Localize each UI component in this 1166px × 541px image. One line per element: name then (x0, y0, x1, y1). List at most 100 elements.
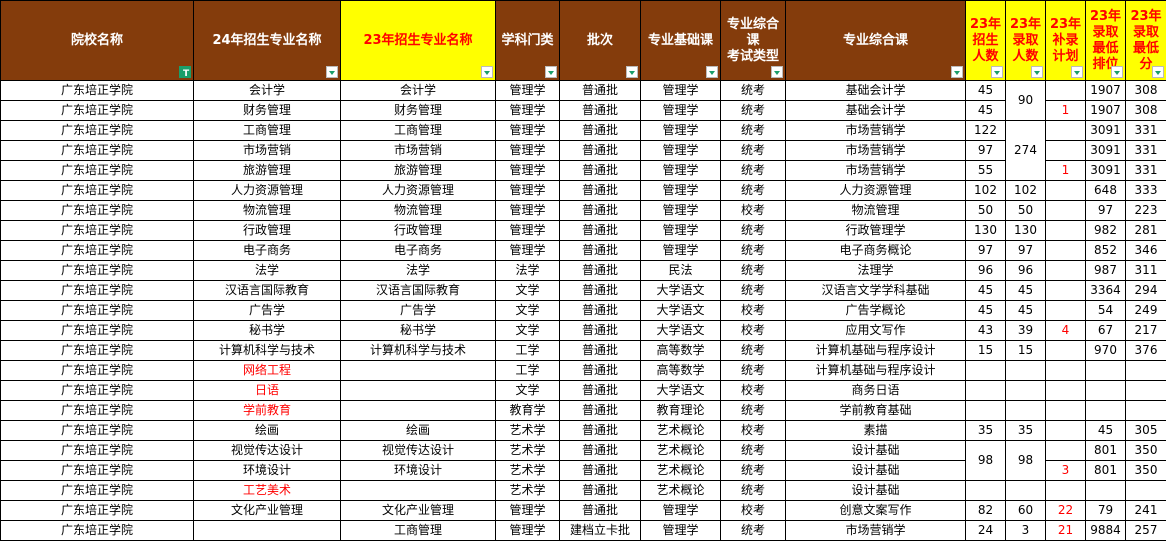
cell-enroll-count[interactable]: 15 (965, 340, 1006, 361)
filter-active-icon[interactable] (179, 66, 191, 80)
cell-major-24[interactable]: 电子商务 (193, 240, 341, 261)
cell-enroll-count[interactable]: 97 (965, 240, 1006, 261)
cell-min-rank[interactable]: 67 (1085, 320, 1126, 341)
cell-comprehensive-course[interactable]: 设计基础 (785, 480, 966, 501)
cell-exam-type[interactable]: 统考 (720, 400, 786, 421)
cell-min-rank[interactable]: 3091 (1085, 140, 1126, 161)
header-min-score[interactable]: 23年 录取 最低 分 (1125, 0, 1166, 81)
cell-admit-count[interactable]: 50 (1005, 200, 1046, 221)
cell-admit-count[interactable]: 45 (1005, 280, 1046, 301)
cell-category[interactable]: 管理学 (495, 100, 560, 121)
cell-comprehensive-course[interactable]: 学前教育基础 (785, 400, 966, 421)
cell-min-score[interactable]: 257 (1125, 520, 1166, 541)
cell-exam-type[interactable]: 校考 (720, 300, 786, 321)
cell-min-score[interactable] (1125, 360, 1166, 381)
cell-min-score[interactable]: 333 (1125, 180, 1166, 201)
cell-supplement-plan[interactable] (1045, 360, 1086, 381)
cell-comprehensive-course[interactable]: 应用文写作 (785, 320, 966, 341)
filter-dropdown-icon[interactable] (326, 66, 338, 78)
cell-min-score[interactable]: 241 (1125, 500, 1166, 521)
cell-major-23[interactable]: 视觉传达设计 (340, 440, 496, 461)
cell-admit-count[interactable]: 3 (1005, 520, 1046, 541)
cell-category[interactable]: 教育学 (495, 400, 560, 421)
cell-exam-type[interactable]: 校考 (720, 380, 786, 401)
cell-category[interactable]: 管理学 (495, 120, 560, 141)
cell-enroll-count[interactable] (965, 400, 1006, 421)
cell-comprehensive-course[interactable]: 电子商务概论 (785, 240, 966, 261)
filter-dropdown-icon[interactable] (771, 66, 783, 78)
cell-batch[interactable]: 普通批 (559, 280, 641, 301)
cell-min-rank[interactable]: 79 (1085, 500, 1126, 521)
cell-enroll-count[interactable]: 122 (965, 120, 1006, 141)
cell-school[interactable]: 广东培正学院 (0, 80, 194, 101)
cell-comprehensive-course[interactable]: 市场营销学 (785, 140, 966, 161)
cell-exam-type[interactable]: 统考 (720, 160, 786, 181)
header-school[interactable]: 院校名称 (0, 0, 194, 81)
cell-batch[interactable]: 普通批 (559, 200, 641, 221)
cell-major-23[interactable]: 汉语言国际教育 (340, 280, 496, 301)
cell-min-score[interactable]: 305 (1125, 420, 1166, 441)
cell-category[interactable]: 文学 (495, 280, 560, 301)
cell-major-23[interactable]: 财务管理 (340, 100, 496, 121)
cell-supplement-plan[interactable] (1045, 280, 1086, 301)
cell-min-rank[interactable] (1085, 400, 1126, 421)
cell-min-score[interactable] (1125, 400, 1166, 421)
cell-major-23[interactable]: 文化产业管理 (340, 500, 496, 521)
cell-major-23[interactable]: 行政管理 (340, 220, 496, 241)
header-exam-type[interactable]: 专业综合课 考试类型 (720, 0, 786, 81)
cell-basic-course[interactable]: 艺术概论 (640, 440, 721, 461)
cell-enroll-count[interactable]: 45 (965, 280, 1006, 301)
cell-category[interactable]: 管理学 (495, 180, 560, 201)
cell-supplement-plan[interactable] (1045, 260, 1086, 281)
cell-school[interactable]: 广东培正学院 (0, 280, 194, 301)
cell-school[interactable]: 广东培正学院 (0, 440, 194, 461)
filter-dropdown-icon[interactable] (1031, 66, 1043, 78)
cell-enroll-count[interactable]: 45 (965, 300, 1006, 321)
cell-school[interactable]: 广东培正学院 (0, 480, 194, 501)
cell-comprehensive-course[interactable]: 物流管理 (785, 200, 966, 221)
cell-min-rank[interactable]: 970 (1085, 340, 1126, 361)
cell-school[interactable]: 广东培正学院 (0, 500, 194, 521)
cell-category[interactable]: 艺术学 (495, 480, 560, 501)
cell-admit-count[interactable] (1005, 400, 1046, 421)
cell-min-score[interactable]: 350 (1125, 440, 1166, 461)
cell-comprehensive-course[interactable]: 创意文案写作 (785, 500, 966, 521)
cell-category[interactable]: 艺术学 (495, 440, 560, 461)
cell-min-rank[interactable]: 852 (1085, 240, 1126, 261)
cell-major-23[interactable]: 电子商务 (340, 240, 496, 261)
filter-dropdown-icon[interactable] (1071, 66, 1083, 78)
cell-batch[interactable]: 建档立卡批 (559, 520, 641, 541)
cell-basic-course[interactable]: 管理学 (640, 100, 721, 121)
cell-admit-count[interactable]: 15 (1005, 340, 1046, 361)
cell-admit-count[interactable]: 97 (1005, 240, 1046, 261)
cell-basic-course[interactable]: 管理学 (640, 520, 721, 541)
cell-batch[interactable]: 普通批 (559, 500, 641, 521)
cell-enroll-count[interactable]: 35 (965, 420, 1006, 441)
cell-category[interactable]: 管理学 (495, 240, 560, 261)
cell-major-24[interactable]: 人力资源管理 (193, 180, 341, 201)
cell-exam-type[interactable]: 统考 (720, 340, 786, 361)
filter-dropdown-icon[interactable] (991, 66, 1003, 78)
cell-school[interactable]: 广东培正学院 (0, 140, 194, 161)
header-comprehensive-course[interactable]: 专业综合课 (785, 0, 966, 81)
cell-comprehensive-course[interactable]: 汉语言文学学科基础 (785, 280, 966, 301)
cell-category[interactable]: 工学 (495, 340, 560, 361)
cell-min-score[interactable]: 249 (1125, 300, 1166, 321)
cell-min-rank[interactable] (1085, 360, 1126, 381)
cell-supplement-plan[interactable] (1045, 400, 1086, 421)
cell-min-rank[interactable]: 982 (1085, 220, 1126, 241)
cell-school[interactable]: 广东培正学院 (0, 240, 194, 261)
cell-basic-course[interactable]: 大学语文 (640, 300, 721, 321)
cell-comprehensive-course[interactable]: 行政管理学 (785, 220, 966, 241)
cell-school[interactable]: 广东培正学院 (0, 120, 194, 141)
cell-admit-count[interactable] (1005, 480, 1046, 501)
cell-admit-count[interactable]: 98 (1005, 440, 1046, 481)
cell-min-score[interactable]: 217 (1125, 320, 1166, 341)
cell-supplement-plan[interactable] (1045, 340, 1086, 361)
cell-major-23[interactable]: 秘书学 (340, 320, 496, 341)
cell-min-rank[interactable]: 9884 (1085, 520, 1126, 541)
cell-min-score[interactable]: 308 (1125, 80, 1166, 101)
cell-supplement-plan[interactable] (1045, 200, 1086, 221)
cell-batch[interactable]: 普通批 (559, 120, 641, 141)
cell-major-23[interactable]: 绘画 (340, 420, 496, 441)
